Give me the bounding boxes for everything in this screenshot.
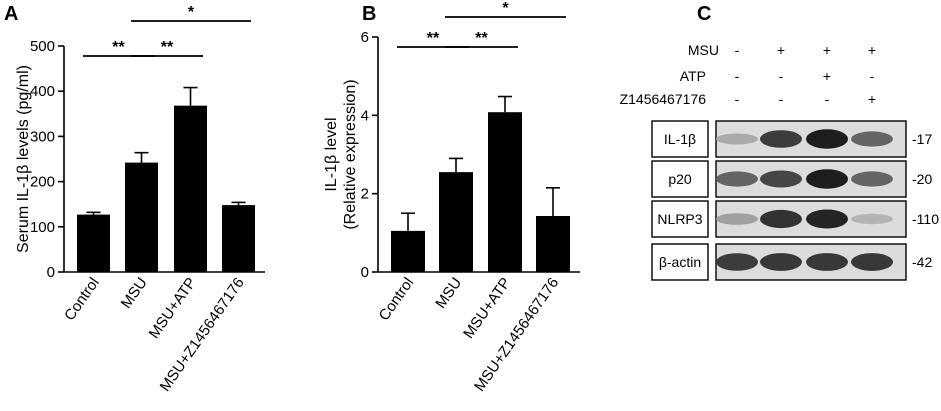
blot-row-label: p20 <box>668 171 692 187</box>
blot-band <box>806 209 848 229</box>
x-category-label: MSU+Z1456467176 <box>471 275 562 395</box>
blot-label-box <box>651 200 709 238</box>
y-tick-label: 0 <box>47 264 55 281</box>
blot-band <box>806 129 848 149</box>
significance-label: * <box>188 4 195 21</box>
blot-label-box <box>651 120 709 158</box>
x-category-label: MSU+ATP <box>460 275 514 342</box>
x-category-label: MSU+Z1456467176 <box>157 275 248 395</box>
x-category-label: MSU+ATP <box>146 275 200 342</box>
condition-sign: + <box>868 91 876 107</box>
blot-band <box>760 209 802 229</box>
x-category-label: Control <box>61 275 103 324</box>
condition-sign: - <box>825 91 830 107</box>
x-category-label: MSU <box>432 275 465 312</box>
bar <box>222 205 255 272</box>
blot-band <box>760 130 802 148</box>
y-axis-title: IL-1β level <box>323 117 340 191</box>
condition-sign: + <box>777 42 785 58</box>
blot-band <box>851 131 893 147</box>
y-tick-label: 0 <box>361 264 369 281</box>
condition-label: Z1456467176 <box>620 91 707 107</box>
condition-sign: - <box>870 68 875 84</box>
y-tick-label: 500 <box>30 38 55 55</box>
significance-label: ** <box>427 30 440 47</box>
condition-sign: - <box>735 68 740 84</box>
bar <box>488 112 522 272</box>
bar <box>536 215 570 272</box>
panel-letter-a: A <box>4 3 18 25</box>
chart-b: 0 2 4 6 IL-1β level (Relative expression) Cont… <box>323 0 580 395</box>
y-tick-label: 100 <box>30 219 55 236</box>
bar <box>174 105 207 272</box>
significance-label: ** <box>112 39 125 56</box>
bar <box>125 162 158 272</box>
condition-label: MSU <box>688 42 719 58</box>
chart-a: 0 100 200 300 400 500 Serum IL-1β levels (pg/m… <box>15 4 265 395</box>
y-tick-label: 400 <box>30 83 55 100</box>
blot-label-box <box>651 160 709 198</box>
blot-label-box <box>651 243 709 281</box>
blot-band <box>716 213 758 225</box>
molecular-weight-label: -42 <box>912 254 932 270</box>
blot-band <box>760 170 802 188</box>
significance-label: * <box>502 0 509 17</box>
blot-band <box>760 253 802 271</box>
significance-label: ** <box>161 39 174 56</box>
condition-label: ATP <box>680 68 706 84</box>
y-tick-label: 2 <box>361 186 369 203</box>
blot-row-label: IL-1β <box>664 131 696 147</box>
y-tick-label: 4 <box>361 107 369 124</box>
molecular-weight-label: -20 <box>912 171 932 187</box>
x-category-label: Control <box>376 275 418 324</box>
condition-sign: - <box>735 91 740 107</box>
y-tick-label: 6 <box>361 29 369 46</box>
blot-band <box>851 171 893 187</box>
blot-band <box>806 169 848 189</box>
significance-label: ** <box>475 30 488 47</box>
y-axis-title: (Relative expression) <box>342 79 359 229</box>
condition-sign: - <box>779 91 784 107</box>
blot-band <box>851 253 893 271</box>
condition-sign: + <box>868 42 876 58</box>
y-axis-title: Serum IL-1β levels (pg/ml) <box>15 65 32 253</box>
bar <box>439 172 473 272</box>
condition-sign: - <box>779 68 784 84</box>
blot-row-label: β-actin <box>659 254 701 270</box>
blot-band <box>716 253 758 271</box>
western-blot: MSU - + + +ATP - - + -Z1456467176- - - +IL-1β -17p20… <box>620 42 939 281</box>
molecular-weight-label: -17 <box>912 131 932 147</box>
blot-band <box>716 171 758 187</box>
blot-band <box>806 253 848 271</box>
blot-band <box>716 133 758 145</box>
y-tick-label: 300 <box>30 128 55 145</box>
condition-sign: + <box>823 68 831 84</box>
molecular-weight-label: -110 <box>912 211 939 227</box>
blot-row-label: NLRP3 <box>657 211 702 227</box>
panel-letter-b: B <box>362 3 376 25</box>
y-tick-label: 200 <box>30 174 55 191</box>
condition-sign: - <box>735 42 740 58</box>
panel-letter-c: C <box>697 3 711 25</box>
x-category-label: MSU <box>118 275 151 312</box>
bar <box>77 214 110 272</box>
condition-sign: + <box>823 42 831 58</box>
bar <box>391 230 425 272</box>
blot-band <box>851 213 893 225</box>
